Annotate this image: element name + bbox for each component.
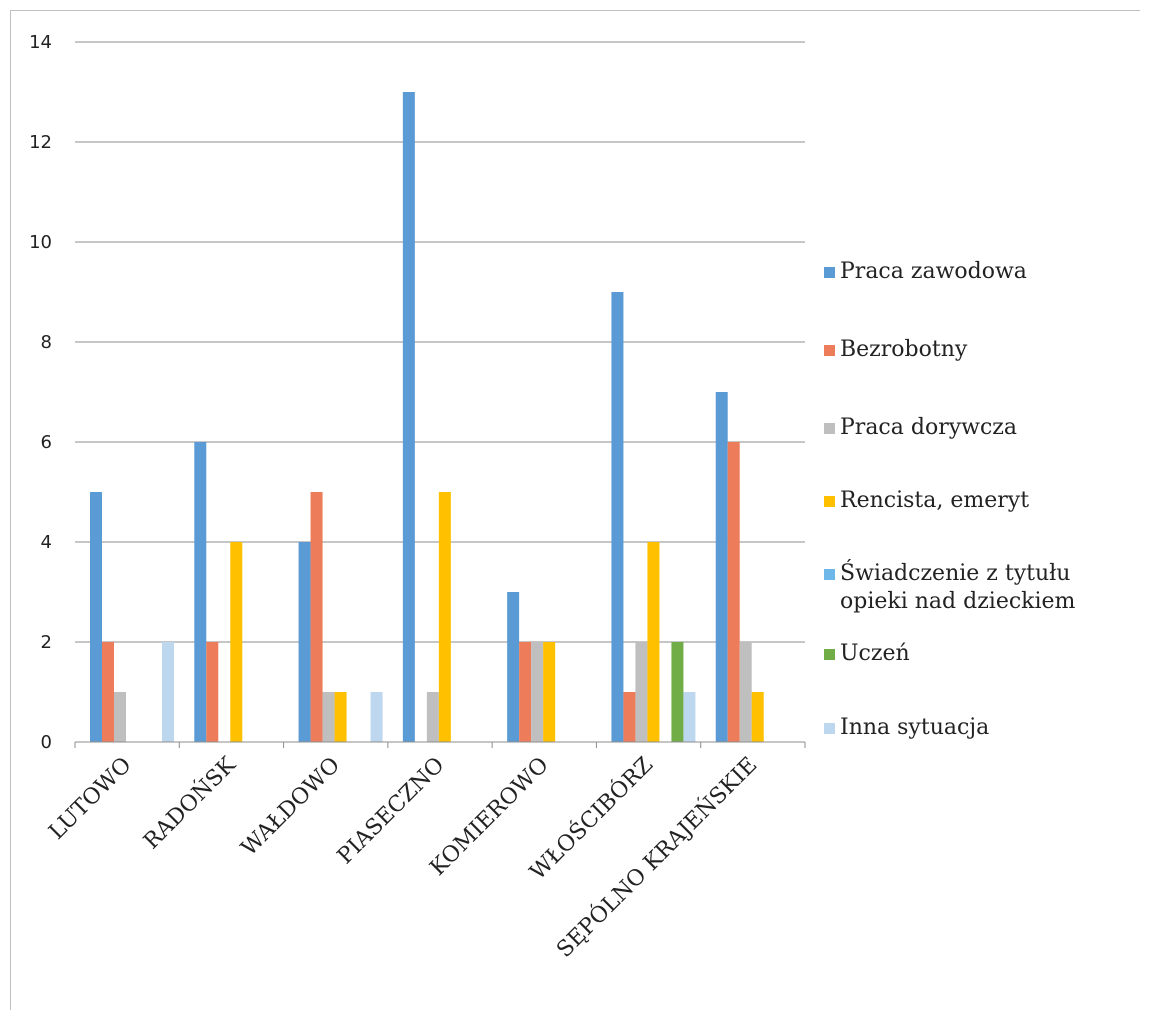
legend-label: Praca zawodowa: [840, 259, 1027, 284]
bar-3-piaseczno: [426, 692, 439, 742]
y-tick-label: 8: [41, 332, 52, 353]
legend-label: Praca dorywcza: [840, 415, 1017, 440]
bar-2-lutowo: [102, 642, 114, 742]
legend-swatch: [824, 423, 835, 434]
legend-label: Bezrobotny: [840, 337, 968, 362]
bar-2-komierowo: [519, 642, 532, 742]
legend-swatch: [824, 723, 835, 734]
legend-label: Uczeń: [840, 641, 910, 666]
bar-4-radońsk: [230, 542, 243, 742]
bar-6-włościbórz: [671, 642, 684, 742]
bar-4-sępólno-krajeńskie: [751, 692, 764, 742]
category-label: RADOŃSK: [138, 751, 242, 855]
y-tick-label: 2: [41, 632, 52, 653]
y-tick-label: 12: [29, 132, 52, 153]
bar-2-włościbórz: [623, 692, 636, 742]
bars: [90, 92, 764, 742]
legend: Praca zawodowa Bezrobotny Praca dorywcza Re…: [824, 259, 1076, 740]
x-axis: [74, 741, 806, 748]
y-tick-label: 0: [41, 732, 52, 753]
legend-swatch: [824, 649, 835, 660]
bar-1-radońsk: [194, 442, 207, 742]
chart-frame: [10, 10, 1140, 1010]
category-label: SĘPÓLNO KRAJEŃSKIE: [551, 751, 763, 963]
bar-4-komierowo: [543, 642, 556, 742]
bar-1-wałdowo: [298, 542, 311, 742]
y-tick-label: 4: [41, 532, 52, 553]
bar-4-piaseczno: [438, 492, 451, 742]
bar-3-wałdowo: [322, 692, 335, 742]
legend-label: Inna sytuacja: [840, 715, 989, 740]
bar-1-komierowo: [507, 592, 520, 742]
bar-1-piaseczno: [402, 92, 415, 742]
legend-swatch: [824, 345, 835, 356]
y-tick-label: 14: [29, 32, 52, 53]
bar-7-włościbórz: [683, 692, 696, 742]
legend-label: Świadczenie z tytułu: [840, 559, 1070, 586]
legend-label: Rencista, emeryt: [840, 488, 1029, 513]
bar-3-lutowo: [114, 692, 126, 742]
category-label: PIASECZNO: [333, 753, 450, 870]
y-axis-ticks: 0 2 4 6 8 10 12 14: [29, 32, 52, 753]
legend-label: opieki nad dzieckiem: [840, 589, 1076, 614]
bar-1-sępólno-krajeńskie: [715, 392, 728, 742]
bar-7-lutowo: [162, 642, 174, 742]
y-tick-label: 10: [29, 232, 52, 253]
bar-4-wałdowo: [334, 692, 347, 742]
bar-2-wałdowo: [310, 492, 323, 742]
bar-3-włościbórz: [635, 642, 648, 742]
legend-swatch: [824, 569, 835, 580]
bar-1-włościbórz: [611, 292, 624, 742]
y-tick-label: 6: [41, 432, 52, 453]
legend-swatch: [824, 267, 835, 278]
legend-swatch: [824, 496, 835, 507]
bar-4-włościbórz: [647, 542, 660, 742]
bar-2-radońsk: [206, 642, 219, 742]
category-label: LUTOWO: [44, 753, 136, 845]
category-labels: LUTOWO RADOŃSKWAŁDOWOPIASECZNOKOMIEROWOWŁ…: [44, 751, 762, 963]
category-label: WAŁDOWO: [237, 753, 346, 862]
bar-7-wałdowo: [370, 692, 383, 742]
bar-2-sępólno-krajeńskie: [727, 442, 740, 742]
bar-1-lutowo: [90, 492, 102, 742]
bar-3-sępólno-krajeńskie: [739, 642, 752, 742]
bar-3-komierowo: [531, 642, 544, 742]
